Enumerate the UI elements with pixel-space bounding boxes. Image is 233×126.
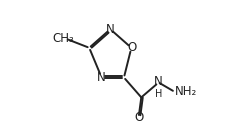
Text: NH₂: NH₂ <box>175 85 197 98</box>
Text: N: N <box>154 75 163 88</box>
Text: H: H <box>155 89 162 99</box>
Text: CH₃: CH₃ <box>53 32 74 45</box>
Text: N: N <box>106 23 115 36</box>
Text: O: O <box>134 111 144 124</box>
Text: N: N <box>97 71 106 84</box>
Text: O: O <box>127 41 137 54</box>
